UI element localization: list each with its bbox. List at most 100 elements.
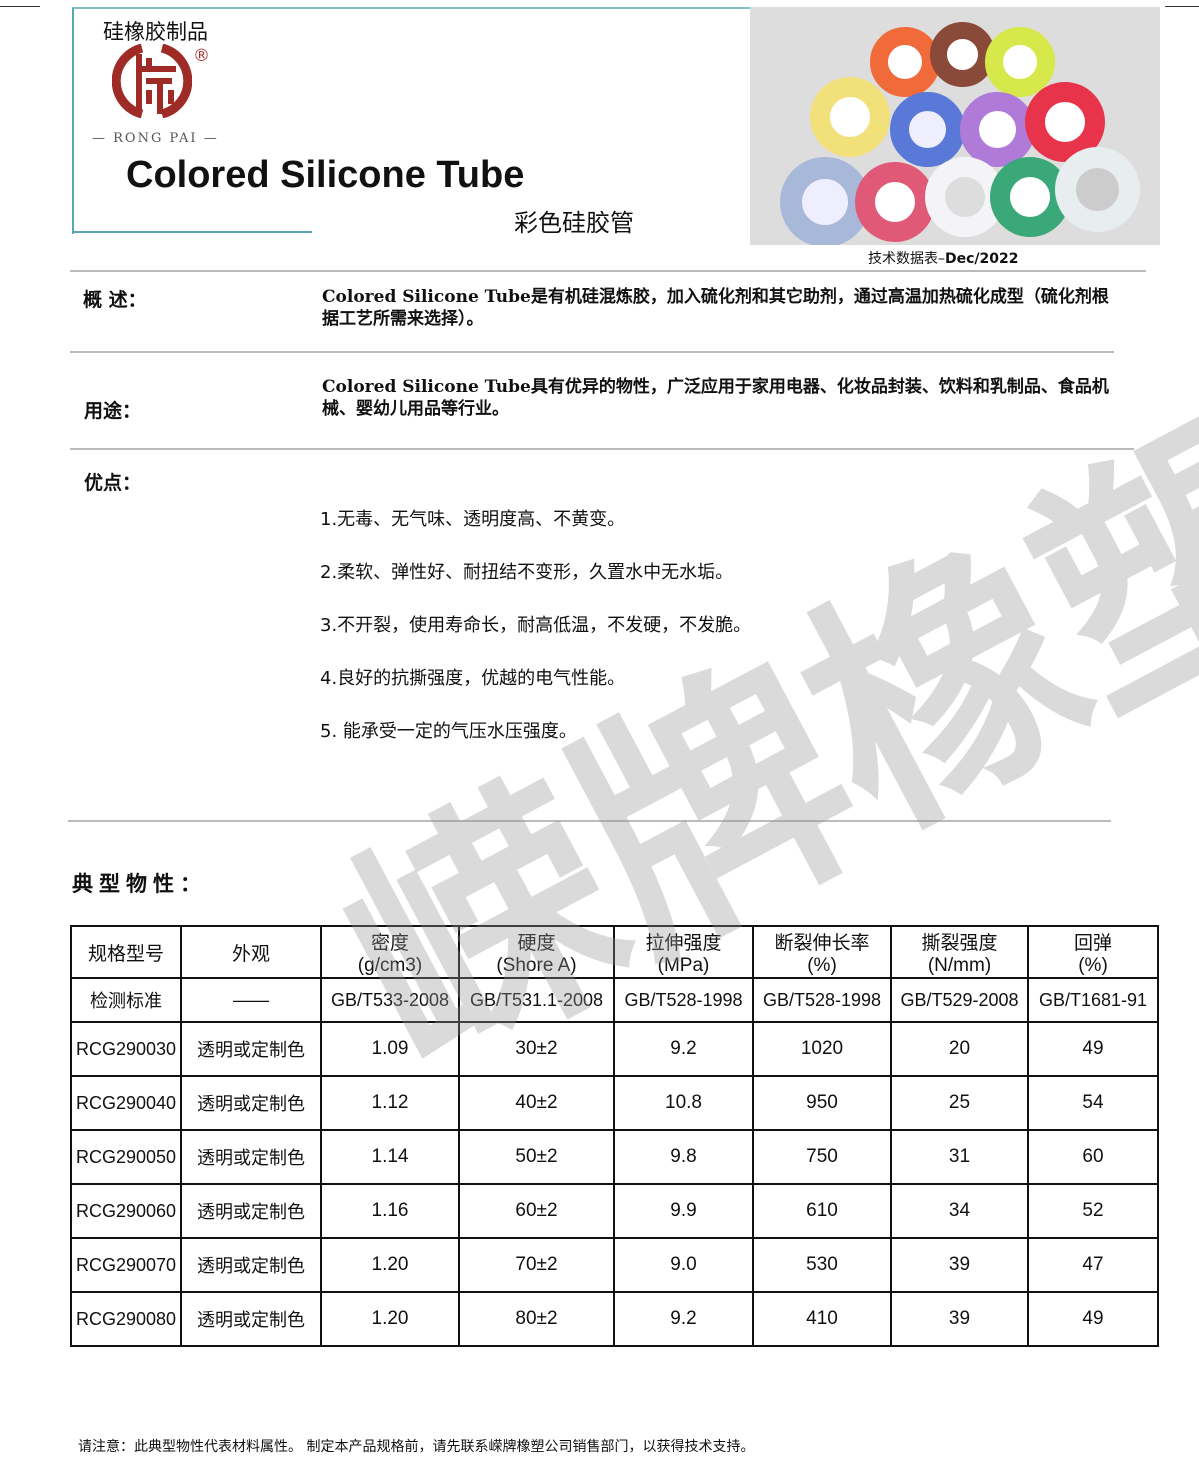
table-cell: 530 [752,1237,892,1293]
header-label: 断裂伸长率 [774,932,870,954]
header-unit: (g/cm3) [357,954,423,976]
header-underline [72,231,312,233]
table-cell: 10.8 [613,1075,754,1131]
brand-text: 硅橡胶制品 [103,20,208,44]
standards-row: 检测标准 —— GB/T533-2008 GB/T531.1-2008 GB/T528-… [70,977,1159,1023]
header-label: 密度 [370,932,409,954]
header-label: 硬度 [517,932,556,954]
advantage-item: 4.良好的抗撕强度，优越的电气性能。 [320,668,626,689]
divider [0,6,40,7]
table-cell: 9.9 [613,1183,754,1239]
column-header: 撕裂强度 (N/mm) [890,925,1029,979]
table-row: RCG290070 透明或定制色 1.20 70±2 9.0 530 39 47 [70,1237,1159,1293]
table-cell: 1.16 [320,1183,460,1239]
table-cell: RCG290070 [70,1237,182,1293]
table-cell: RCG290030 [70,1021,182,1077]
advantage-item: 2.柔软、弹性好、耐扭结不变形，久置水中无水垢。 [320,562,734,583]
divider [68,820,1111,822]
column-header: 回弹 (%) [1027,925,1159,979]
table-cell: 610 [752,1183,892,1239]
table-cell: 40±2 [458,1075,615,1131]
table-cell: 39 [890,1237,1029,1293]
table-cell: 25 [890,1075,1029,1131]
standard-cell: GB/T533-2008 [320,977,460,1023]
table-cell: 透明或定制色 [180,1021,322,1077]
table-cell: 9.0 [613,1237,754,1293]
table-header-row: 规格型号 外观 密度 (g/cm3) 硬度 (Shore A) 拉伸强度 (MPa) 断裂伸长率… [70,925,1159,979]
table-cell: 47 [1027,1237,1159,1293]
usage-text: Colored Silicone Tube具有优异的物性，广泛应用于家用电器、化… [322,377,1109,419]
table-cell: 20 [890,1021,1029,1077]
table-cell: RCG290040 [70,1075,182,1131]
table-cell: 1.20 [320,1291,460,1347]
table-cell: 60 [1027,1129,1159,1185]
table-cell: 50±2 [458,1129,615,1185]
column-header: 断裂伸长率 (%) [752,925,892,979]
table-cell: 透明或定制色 [180,1129,322,1185]
table-cell: 透明或定制色 [180,1291,322,1347]
registered-mark: ® [193,46,210,66]
table-cell: 410 [752,1291,892,1347]
advantage-item: 5. 能承受一定的气压水压强度。 [320,721,577,742]
table-cell: 70±2 [458,1237,615,1293]
standard-cell: GB/T528-1998 [752,977,892,1023]
table-cell: 1.09 [320,1021,460,1077]
table-cell: 49 [1027,1021,1159,1077]
overview-label: 概 述： [83,289,147,311]
rongpai-logo [112,44,192,118]
header-label: 拉伸强度 [645,932,722,954]
standard-cell: GB/T529-2008 [890,977,1029,1023]
column-header: 硬度 (Shore A) [458,925,615,979]
table-cell: 1.14 [320,1129,460,1185]
table-cell: 透明或定制色 [180,1183,322,1239]
table-cell: 1.20 [320,1237,460,1293]
table-cell: RCG290050 [70,1129,182,1185]
table-cell: 9.8 [613,1129,754,1185]
overview-text: Colored Silicone Tube是有机硅混炼胶，加入硫化剂和其它助剂，… [322,287,1109,329]
advantages-label: 优点： [84,472,142,494]
header-unit: (Shore A) [496,954,577,976]
advantage-item: 1.无毒、无气味、透明度高、不黄变。 [320,509,626,530]
header-unit: (%) [807,954,837,976]
standard-cell: GB/T531.1-2008 [458,977,615,1023]
header-label: 规格型号 [87,943,164,965]
divider [70,351,1114,353]
table-cell: 54 [1027,1075,1159,1131]
table-cell: 52 [1027,1183,1159,1239]
table-cell: 60±2 [458,1183,615,1239]
column-header: 外观 [180,925,322,979]
table-cell: 750 [752,1129,892,1185]
header-frame [72,7,752,234]
table-cell: 31 [890,1129,1029,1185]
table-cell: RCG290080 [70,1291,182,1347]
product-photo [750,7,1160,245]
standard-cell: GB/T528-1998 [613,977,754,1023]
table-row: RCG290060 透明或定制色 1.16 60±2 9.9 610 34 52 [70,1183,1159,1239]
header-unit: (MPa) [657,954,710,976]
logo-name: RONG PAI [113,131,198,146]
header-unit: (N/mm) [927,954,992,976]
column-header: 拉伸强度 (MPa) [613,925,754,979]
logo-text: — RONG PAI — [92,131,219,146]
standard-cell: GB/T1681-91 [1027,977,1159,1023]
table-cell: 透明或定制色 [180,1075,322,1131]
header-unit: (%) [1078,954,1108,976]
table-row: RCG290030 透明或定制色 1.09 30±2 9.2 1020 20 49 [70,1021,1159,1077]
advantage-item: 3.不开裂，使用寿命长，耐高低温，不发硬，不发脆。 [320,615,752,636]
properties-table: 规格型号 外观 密度 (g/cm3) 硬度 (Shore A) 拉伸强度 (MPa) 断裂伸长率… [70,925,1159,1347]
standard-cell: 检测标准 [70,977,182,1023]
header-label: 回弹 [1073,932,1112,954]
header-label: 外观 [231,943,270,965]
standard-cell: —— [180,977,322,1023]
table-cell: 30±2 [458,1021,615,1077]
table-cell: 9.2 [613,1021,754,1077]
table-cell: 80±2 [458,1291,615,1347]
table-cell: 透明或定制色 [180,1237,322,1293]
table-cell: 1.12 [320,1075,460,1131]
table-row: RCG290040 透明或定制色 1.12 40±2 10.8 950 25 54 [70,1075,1159,1131]
divider [70,448,1134,450]
page-subtitle: 彩色硅胶管 [514,209,634,237]
table-cell: 950 [752,1075,892,1131]
table-cell: RCG290060 [70,1183,182,1239]
